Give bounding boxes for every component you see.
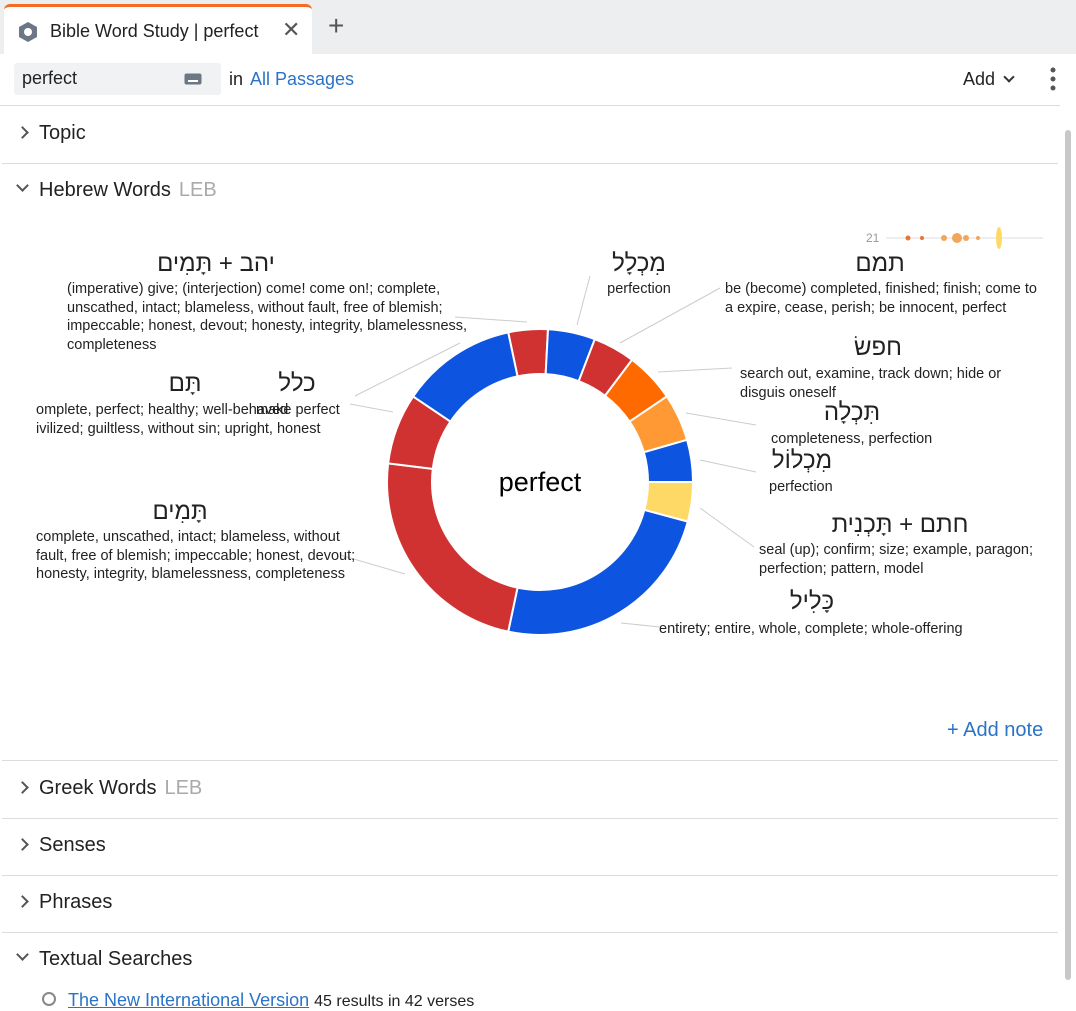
word-gloss: entirety; entire, whole, complete; whole…	[659, 621, 963, 637]
tab-icon	[19, 22, 37, 42]
word-label[interactable]: יהב + תָּמִים	[157, 250, 275, 277]
word-gloss: be (become) completed, finished; finish;…	[725, 281, 1037, 316]
word-label[interactable]: תָּמִים	[152, 498, 208, 525]
donut-segment[interactable]	[507, 508, 690, 636]
new-tab[interactable]: +	[328, 10, 345, 41]
tab-bar: Bible Word Study | perfect ✕ +	[0, 0, 1076, 54]
word-gloss: seal (up); confirm; size; example, parag…	[759, 542, 1034, 577]
word-gloss: make perfect	[256, 402, 340, 418]
word-label[interactable]: כלל	[278, 370, 316, 397]
word-gloss: (imperative) give; (interjection) come! …	[67, 281, 468, 353]
divider	[0, 105, 1060, 106]
section[interactable]: Textual Searches	[2, 932, 1058, 989]
word-gloss: perfection	[769, 479, 833, 495]
word-label[interactable]: תִּכְלָה	[823, 399, 881, 426]
scrollbar[interactable]	[1062, 110, 1076, 1000]
section-label: Phrases	[39, 891, 113, 913]
tab[interactable]: Bible Word Study | perfect ✕	[4, 4, 312, 54]
word-gloss: search out, examine, track down; hide or…	[740, 366, 1002, 401]
section-label: Greek Words	[39, 777, 157, 799]
word-label[interactable]: תמם	[855, 250, 905, 277]
section-label: Senses	[39, 834, 106, 856]
section: Hebrew Words LEB	[2, 163, 1058, 761]
section-label[interactable]: Hebrew Words	[39, 179, 171, 201]
search-query: perfect	[22, 68, 78, 88]
timeline-count: 21	[866, 231, 880, 245]
word-label[interactable]: תָּם	[168, 370, 202, 397]
add-note[interactable]: + Add note	[947, 719, 1044, 741]
word-gloss: completeness, perfection	[771, 431, 933, 447]
donut-segment[interactable]	[411, 331, 519, 423]
center-label: perfect	[499, 467, 582, 497]
word-gloss: omplete, perfect; healthy; well-behaved …	[36, 402, 321, 437]
section[interactable]: Senses	[2, 818, 1058, 876]
tab-title: Bible Word Study | perfect	[50, 21, 259, 41]
section[interactable]: Greek Words LEB	[2, 761, 1058, 819]
scope-link[interactable]: All Passages	[250, 69, 355, 89]
keyboard-icon[interactable]	[184, 73, 202, 85]
section-tag: LEB	[164, 777, 203, 799]
word-gloss: complete, unscathed, intact; blameless, …	[36, 529, 356, 582]
word-gloss: perfection	[607, 281, 671, 297]
menu-button[interactable]	[1048, 66, 1058, 92]
add-button[interactable]: Add	[963, 69, 996, 89]
section-tag: LEB	[178, 179, 217, 201]
section-label: Textual Searches	[39, 948, 193, 970]
section[interactable]: Topic	[2, 106, 1058, 164]
word-label[interactable]: כָּלִיל	[789, 588, 835, 615]
in-label: in	[229, 69, 244, 89]
close-tab[interactable]: ✕	[282, 17, 301, 42]
word-label[interactable]: חפשׂ	[854, 334, 902, 361]
word-label[interactable]: מִכְלוֹל	[771, 447, 833, 474]
section[interactable]: Phrases	[2, 875, 1058, 933]
timeline	[886, 227, 1043, 249]
search-box[interactable]: perfect	[14, 63, 221, 95]
word-label[interactable]: מִכְלָל	[612, 250, 666, 277]
word-label[interactable]: חתם + תָּכְנִית	[831, 511, 969, 538]
leader-lines	[339, 275, 757, 628]
section-label: Topic	[39, 122, 86, 144]
